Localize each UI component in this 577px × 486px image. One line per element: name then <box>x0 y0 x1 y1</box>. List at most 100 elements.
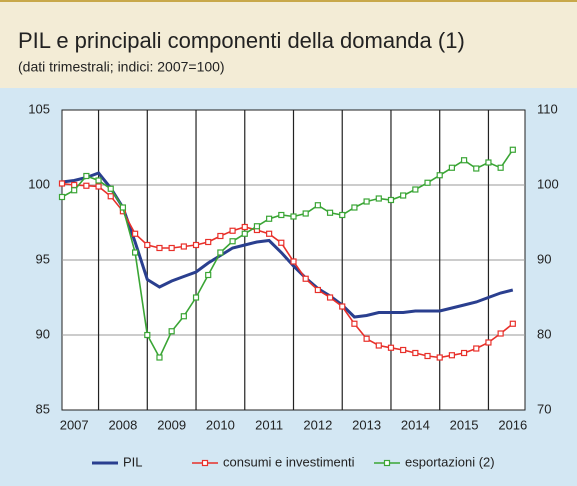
header-rule <box>0 0 577 2</box>
point-marker <box>107 185 114 192</box>
point-marker <box>278 211 285 219</box>
chart-title: PIL e principali componenti della domand… <box>18 28 465 53</box>
y2-tick-label: 80 <box>537 326 551 341</box>
point-marker <box>241 223 248 231</box>
x-tick-label: 2007 <box>60 417 89 432</box>
point-marker <box>363 335 370 342</box>
point-marker <box>290 213 297 220</box>
y2-tick-label: 90 <box>537 251 551 266</box>
legend-marker <box>201 459 209 467</box>
point-marker <box>205 271 212 279</box>
point-marker <box>497 164 504 171</box>
point-marker <box>375 342 382 349</box>
point-marker <box>314 202 321 209</box>
point-marker <box>387 196 395 204</box>
point-marker <box>448 164 455 171</box>
y-tick-label: 95 <box>36 251 50 266</box>
y-tick-label: 100 <box>28 176 50 191</box>
point-marker <box>58 180 66 187</box>
x-tick-label: 2016 <box>498 417 527 432</box>
point-marker <box>192 294 200 301</box>
point-marker <box>107 193 114 200</box>
legend-label: esportazioni (2) <box>405 454 495 469</box>
point-marker <box>339 303 346 310</box>
legend-label: consumi e investimenti <box>223 454 355 469</box>
point-marker <box>241 230 248 237</box>
legend-marker <box>383 459 391 467</box>
point-marker <box>168 244 175 252</box>
point-marker <box>448 352 455 359</box>
point-marker <box>400 346 407 354</box>
point-marker <box>168 328 175 335</box>
point-marker <box>412 349 419 357</box>
point-marker <box>387 344 395 351</box>
x-tick-label: 2009 <box>157 417 186 432</box>
point-marker <box>436 354 443 361</box>
point-marker <box>266 230 273 237</box>
point-marker <box>363 198 370 205</box>
point-marker <box>485 159 492 166</box>
y2-tick-label: 110 <box>537 101 558 116</box>
point-marker <box>424 179 431 186</box>
x-tick-label: 2014 <box>401 417 430 432</box>
point-marker <box>314 286 321 294</box>
point-marker <box>156 354 163 361</box>
point-marker <box>132 230 139 237</box>
point-marker <box>83 172 90 180</box>
point-marker <box>326 294 334 301</box>
point-marker <box>278 239 285 246</box>
x-tick-label: 2012 <box>303 417 332 432</box>
point-marker <box>217 232 224 240</box>
point-marker <box>326 209 334 216</box>
x-tick-label: 2010 <box>206 417 235 432</box>
point-marker <box>460 349 468 357</box>
y-tick-label: 85 <box>36 401 50 416</box>
point-marker <box>473 345 480 352</box>
point-marker <box>95 177 102 184</box>
chart-subtitle: (dati trimestrali; indici: 2007=100) <box>18 59 225 75</box>
point-marker <box>180 243 187 250</box>
point-marker <box>339 211 346 219</box>
point-marker <box>424 352 431 360</box>
point-marker <box>375 195 382 202</box>
point-marker <box>58 193 66 201</box>
point-marker <box>132 249 139 256</box>
y-tick-label: 105 <box>28 101 50 116</box>
x-tick-label: 2013 <box>352 417 381 432</box>
header-background <box>0 0 577 88</box>
point-marker <box>95 183 102 190</box>
point-marker <box>351 204 358 211</box>
point-marker <box>485 339 492 346</box>
point-marker <box>266 215 273 222</box>
x-tick-label: 2011 <box>255 417 283 432</box>
point-marker <box>83 182 90 189</box>
y-tick-label: 90 <box>36 326 50 341</box>
point-marker <box>156 244 163 252</box>
y2-tick-label: 100 <box>537 176 559 191</box>
point-marker <box>460 157 468 164</box>
point-marker <box>509 146 516 153</box>
point-marker <box>192 241 200 249</box>
point-marker <box>473 165 480 172</box>
point-marker <box>229 238 236 245</box>
point-marker <box>400 192 407 199</box>
y2-tick-label: 70 <box>537 401 551 416</box>
point-marker <box>229 227 236 234</box>
series-line <box>61 171 514 319</box>
point-marker <box>302 275 309 282</box>
point-marker <box>509 320 516 327</box>
point-marker <box>180 313 187 320</box>
point-marker <box>71 187 78 194</box>
point-marker <box>253 223 261 230</box>
point-marker <box>351 320 358 327</box>
x-tick-label: 2008 <box>108 417 137 432</box>
point-marker <box>302 210 309 217</box>
point-marker <box>217 249 224 256</box>
point-marker <box>71 181 78 189</box>
point-marker <box>412 186 419 193</box>
point-marker <box>144 331 151 339</box>
legend-label: PIL <box>123 454 143 469</box>
point-marker <box>205 238 212 246</box>
x-tick-label: 2015 <box>450 417 479 432</box>
